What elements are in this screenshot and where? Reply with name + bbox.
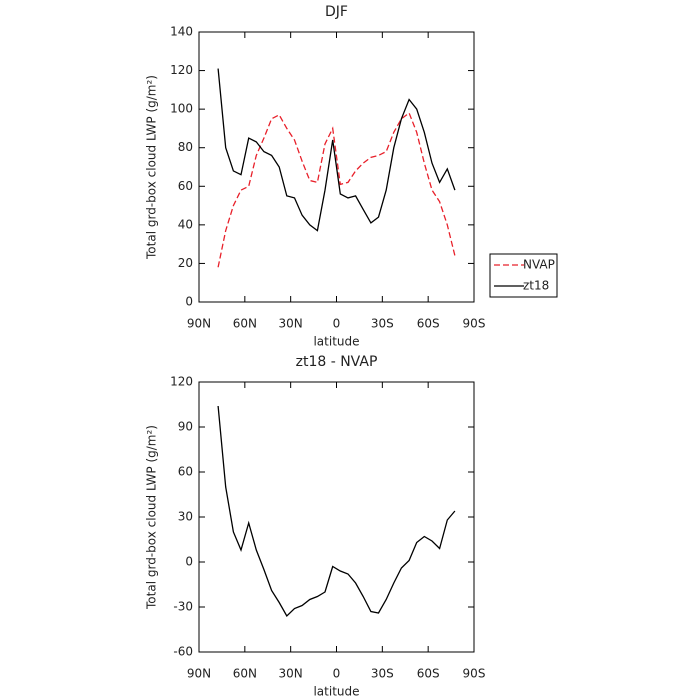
y-tick-label: 100 xyxy=(170,102,193,116)
x-tick-label: 30S xyxy=(371,317,394,331)
y-tick-label: -60 xyxy=(173,645,193,659)
x-tick-label: 60S xyxy=(417,317,440,331)
x-tick-label: 60N xyxy=(233,317,257,331)
legend-label: NVAP xyxy=(523,258,555,272)
y-tick-label: 80 xyxy=(178,140,193,154)
data-line xyxy=(217,405,456,618)
y-axis-label: Total grd-box cloud LWP (g/m²) xyxy=(145,75,159,260)
chart-title: DJF xyxy=(325,4,348,20)
y-tick-label: 60 xyxy=(178,179,193,193)
x-tick-label: 60N xyxy=(233,667,257,681)
x-tick-label: 0 xyxy=(333,667,341,681)
legend-box xyxy=(489,253,558,298)
x-tick-label: 0 xyxy=(333,317,341,331)
x-tick-label: 60S xyxy=(417,667,440,681)
x-tick-label: 30S xyxy=(371,667,394,681)
legend-label: zt18 xyxy=(523,279,549,293)
x-axis-label: latitude xyxy=(313,685,359,699)
y-tick-label: 120 xyxy=(170,375,193,389)
x-tick-label: 30N xyxy=(279,667,303,681)
y-tick-label: 20 xyxy=(178,256,193,270)
plot-frame xyxy=(198,31,475,303)
x-axis-label: latitude xyxy=(313,335,359,349)
x-tick-label: 30N xyxy=(279,317,303,331)
data-line xyxy=(217,111,456,268)
y-tick-label: 140 xyxy=(170,25,193,39)
y-tick-label: 90 xyxy=(178,420,193,434)
chart-title: zt18 - NVAP xyxy=(296,354,378,370)
plot-frame xyxy=(198,381,475,653)
x-tick-label: 90N xyxy=(187,317,211,331)
y-tick-label: 40 xyxy=(178,217,193,231)
data-line xyxy=(217,68,456,232)
y-tick-label: 120 xyxy=(170,63,193,77)
y-tick-label: 0 xyxy=(185,555,193,569)
y-tick-label: 0 xyxy=(185,295,193,309)
y-axis-label: Total grd-box cloud LWP (g/m²) xyxy=(145,425,159,610)
x-tick-label: 90S xyxy=(463,317,486,331)
y-tick-label: -30 xyxy=(173,600,193,614)
x-tick-label: 90N xyxy=(187,667,211,681)
x-tick-label: 90S xyxy=(463,667,486,681)
y-tick-label: 60 xyxy=(178,465,193,479)
y-tick-label: 30 xyxy=(178,510,193,524)
